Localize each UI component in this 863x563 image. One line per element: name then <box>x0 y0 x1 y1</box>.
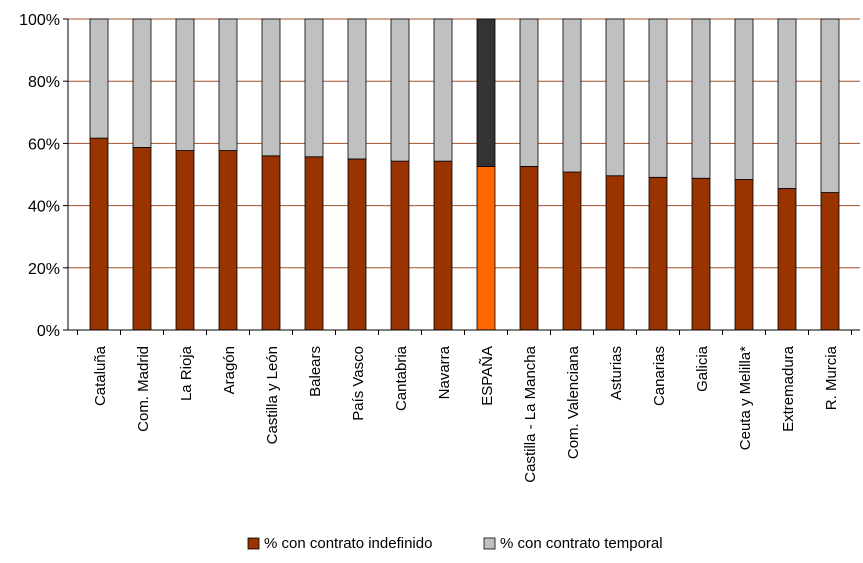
bar-segment-indefinido <box>175 150 195 331</box>
x-category-label: Castilla - La Mancha <box>522 345 539 482</box>
bar-segment-temporal <box>304 18 324 158</box>
x-category-label: País Vasco <box>350 346 367 421</box>
legend-label: % con contrato indefinido <box>264 535 432 552</box>
bar-segment-indefinido <box>433 160 453 331</box>
x-category-label: Com. Madrid <box>135 346 152 432</box>
bar-segment-indefinido <box>777 188 797 331</box>
bar-segment-temporal <box>175 18 195 151</box>
bar-segment-indefinido <box>347 158 367 331</box>
bar-segment-indefinido <box>476 166 496 331</box>
y-tick-label: 40% <box>28 199 60 216</box>
bar-segment-indefinido <box>605 175 625 331</box>
x-category-label: Cataluña <box>92 345 109 406</box>
y-tick-label: 80% <box>28 74 60 91</box>
x-category-label: Canarias <box>651 346 668 406</box>
bars <box>89 18 840 331</box>
bar-segment-indefinido <box>648 176 668 331</box>
x-category-label: Castilla y León <box>264 346 281 444</box>
bar-segment-temporal <box>476 18 496 167</box>
y-tick-label: 100% <box>19 12 60 29</box>
bar-segment-indefinido <box>304 156 324 331</box>
bar-segment-temporal <box>648 18 668 178</box>
y-tick-label: 20% <box>28 261 60 278</box>
legend-label: % con contrato temporal <box>500 535 663 552</box>
bar-segment-temporal <box>691 18 711 179</box>
bar-segment-temporal <box>734 18 754 180</box>
bar-segment-indefinido <box>132 147 152 331</box>
bar-segment-temporal <box>218 18 238 151</box>
legend-swatch <box>483 537 496 550</box>
bar-segment-indefinido <box>89 137 109 331</box>
bar-segment-indefinido <box>390 160 410 331</box>
bar-segment-temporal <box>433 18 453 162</box>
bar-segment-indefinido <box>261 155 281 331</box>
bar-segment-temporal <box>261 18 281 157</box>
x-category-label: Navarra <box>436 345 453 399</box>
legend: % con contrato indefinido % con contrato … <box>247 535 663 552</box>
y-tick-label: 0% <box>37 323 60 340</box>
x-category-label: R. Murcia <box>823 345 840 410</box>
bar-segment-temporal <box>132 18 152 148</box>
legend-swatch <box>247 537 260 550</box>
bar-segment-temporal <box>562 18 582 173</box>
bar-segment-indefinido <box>691 177 711 331</box>
x-category-label: ESPAÑA <box>479 346 496 406</box>
bar-segment-indefinido <box>519 166 539 331</box>
x-category-label: Asturias <box>608 346 625 400</box>
bar-segment-indefinido <box>218 150 238 331</box>
bar-segment-temporal <box>820 18 840 193</box>
y-tick-label: 60% <box>28 136 60 153</box>
x-axis: Cataluña Com. Madrid La Rioja Aragón Castill… <box>68 329 860 483</box>
bar-segment-temporal <box>390 18 410 162</box>
x-category-label: Cantabria <box>393 345 410 411</box>
x-category-label: Galicia <box>694 345 711 392</box>
bar-segment-temporal <box>777 18 797 189</box>
y-axis: 0% 20% 40% 60% 80% 100% <box>19 12 69 340</box>
x-category-label: Extremadura <box>780 345 797 432</box>
x-category-label: Ceuta y Melilla* <box>737 346 754 450</box>
bar-segment-temporal <box>347 18 367 160</box>
x-category-label: Com. Valenciana <box>565 345 582 459</box>
gridlines <box>68 18 860 269</box>
bar-segment-indefinido <box>562 171 582 331</box>
x-category-label: Balears <box>307 346 324 397</box>
x-category-label: La Rioja <box>178 345 195 401</box>
bar-segment-indefinido <box>734 179 754 331</box>
x-category-label: Aragón <box>221 346 238 394</box>
bar-segment-temporal <box>605 18 625 177</box>
bar-segment-indefinido <box>820 192 840 331</box>
bar-segment-temporal <box>89 18 109 139</box>
bar-segment-temporal <box>519 18 539 167</box>
